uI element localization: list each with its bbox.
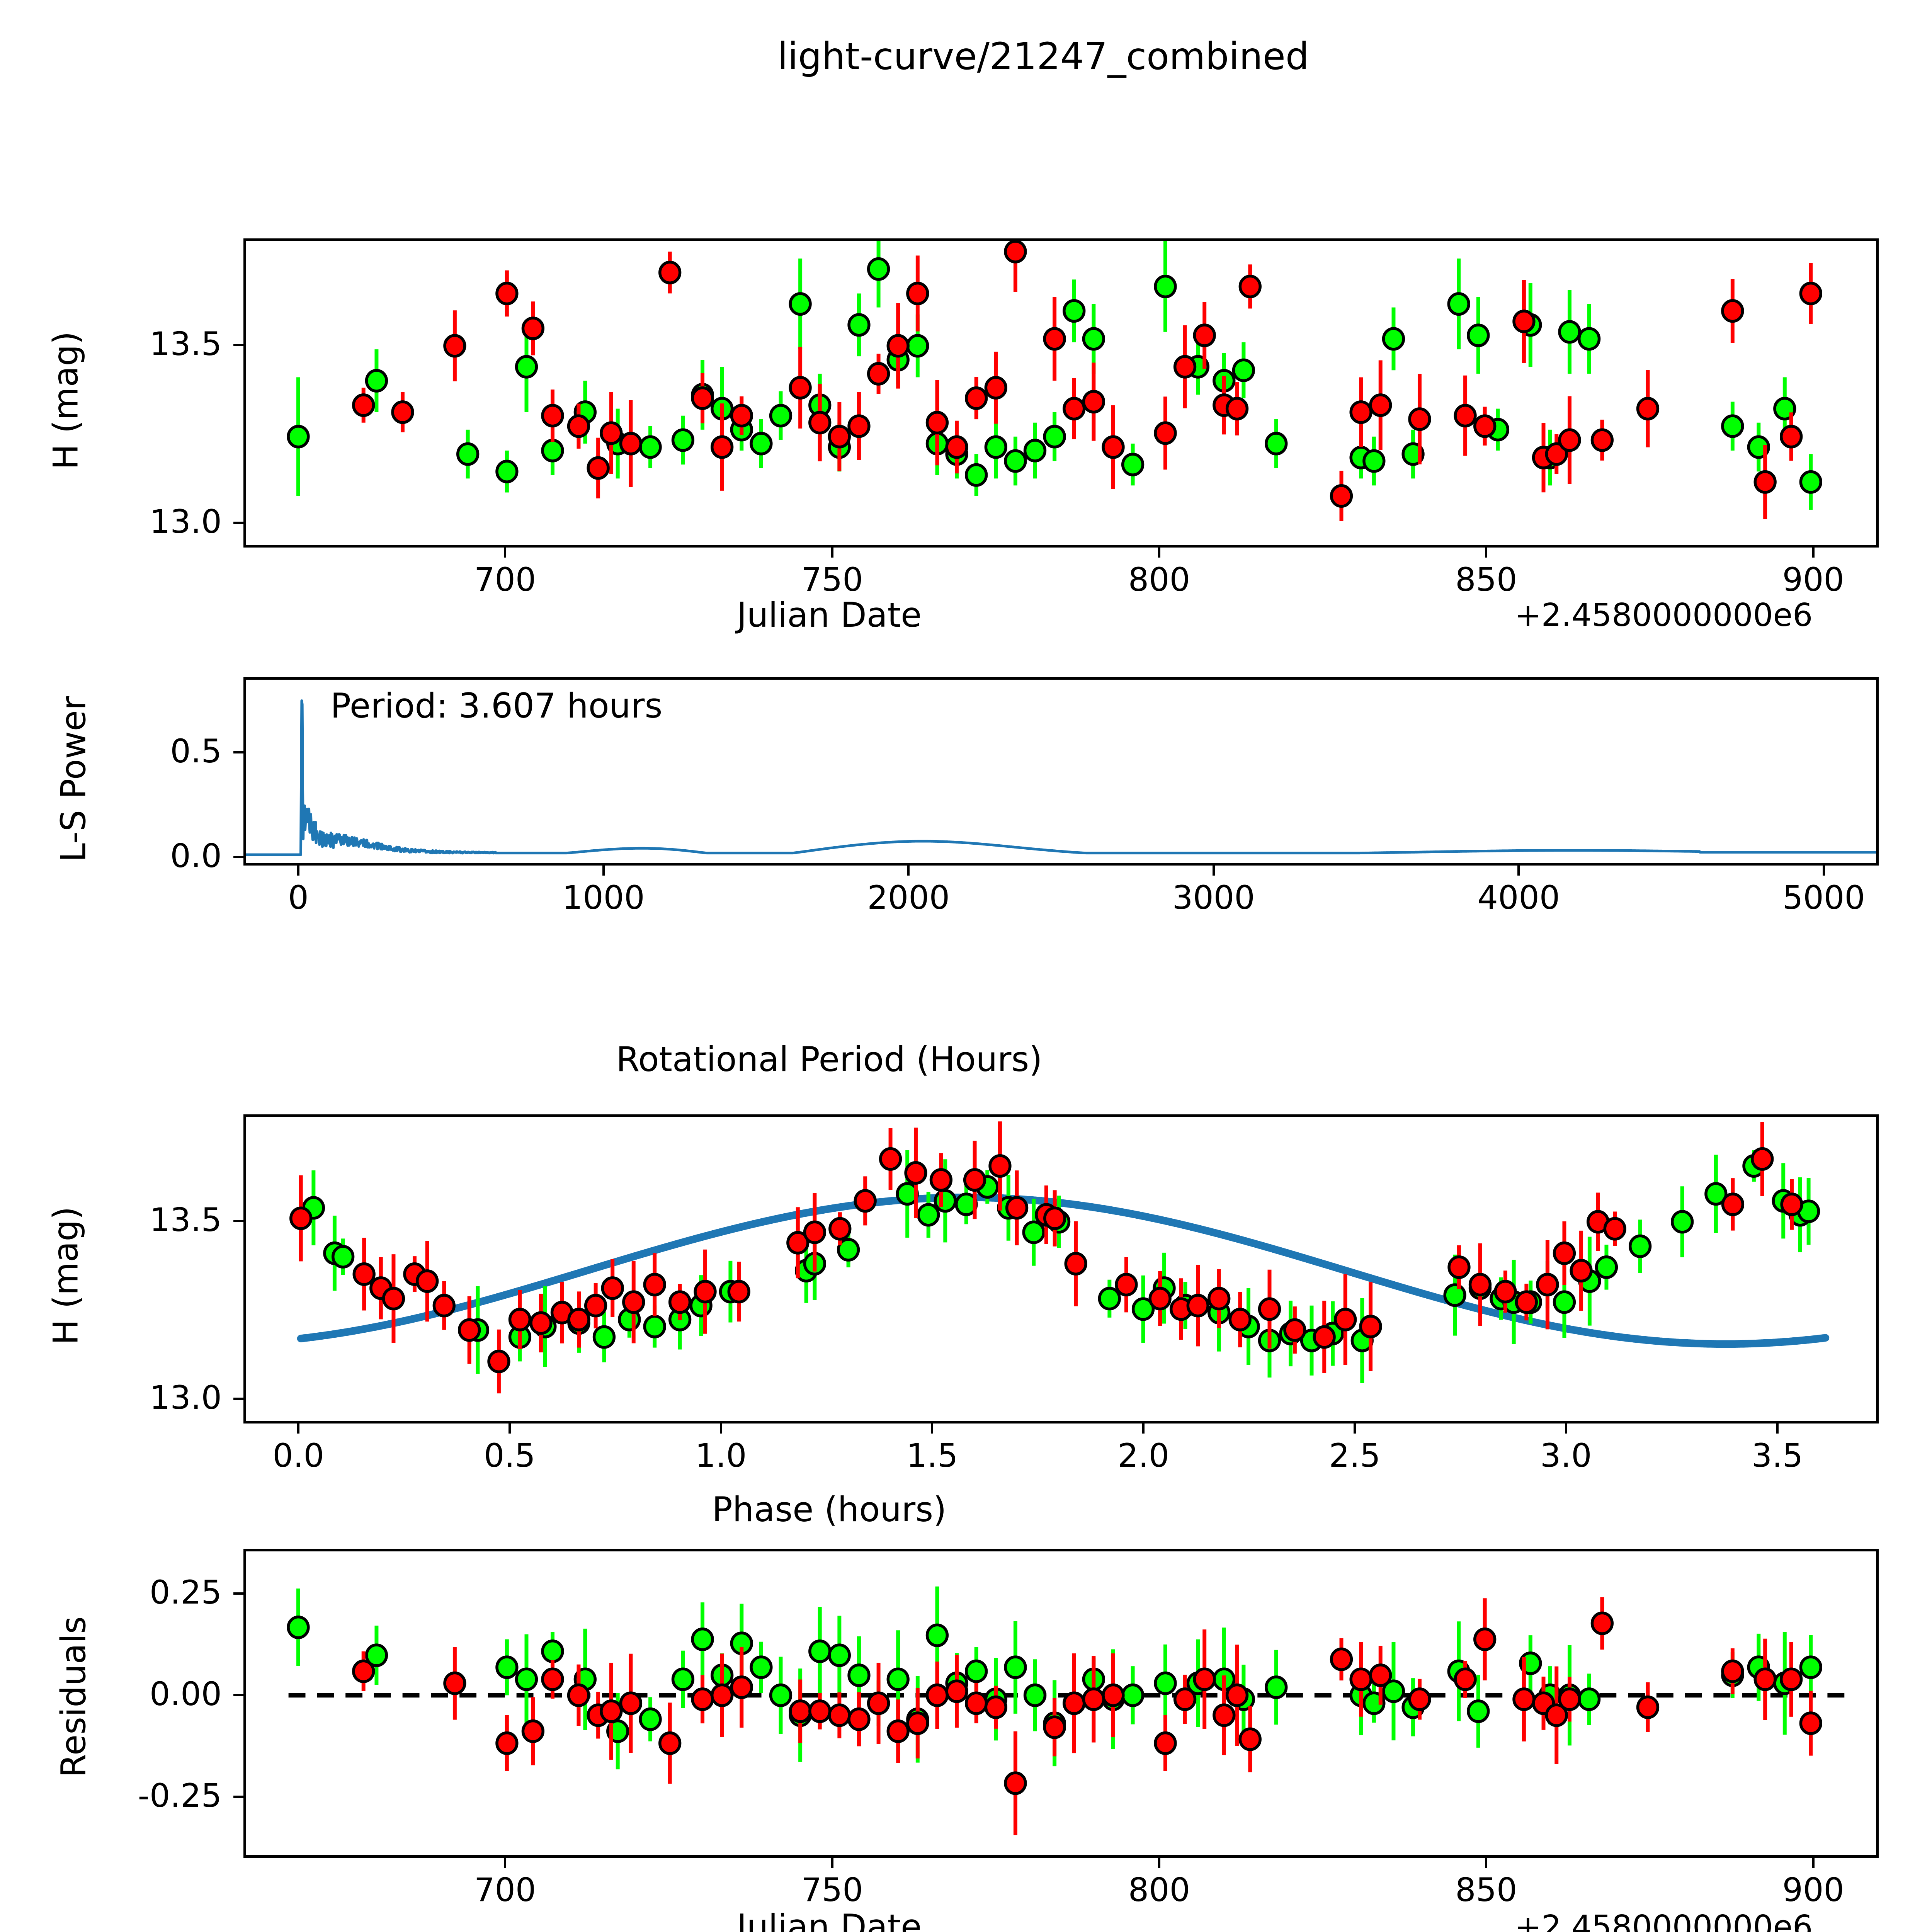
p1-ytick-mark — [233, 521, 243, 524]
p1-xtick-label: 900 — [1782, 561, 1844, 599]
p3-xtick-label: 2.5 — [1329, 1437, 1381, 1475]
phase-folded-panel — [243, 1114, 1879, 1423]
p3-ytick-label: 13.5 — [149, 1201, 222, 1239]
residuals-plot-area — [287, 1586, 1855, 1835]
p1-xtick-label: 800 — [1128, 561, 1190, 599]
p2-ytick-label: 0.5 — [170, 732, 222, 770]
p3-xtick-mark — [931, 1423, 934, 1434]
panel2-x-axis-label: Rotational Period (Hours) — [616, 1039, 1043, 1079]
p4-xtick-mark — [1485, 1858, 1488, 1868]
p2-xtick-label: 1000 — [562, 879, 645, 917]
p4-xtick-mark — [1158, 1858, 1160, 1868]
p2-xtick-mark — [907, 866, 910, 876]
p2-ytick-mark — [233, 751, 243, 754]
p4-ytick-label: 0.25 — [149, 1573, 222, 1611]
panel1-x-axis-label: Julian Date — [736, 595, 922, 635]
p3-xtick-label: 1.0 — [695, 1437, 747, 1475]
p2-xtick-label: 2000 — [867, 879, 950, 917]
series-red-filter — [289, 1121, 1803, 1394]
p2-xtick-label: 0 — [288, 879, 309, 917]
p1-ytick-mark — [233, 344, 243, 346]
panel4-x-offset-label: +2.4580000000e6 — [1515, 1909, 1813, 1932]
p4-ytick-label: -0.25 — [138, 1777, 222, 1815]
p2-xtick-label: 5000 — [1782, 879, 1865, 917]
p1-xtick-label: 750 — [801, 561, 863, 599]
p3-xtick-mark — [297, 1423, 300, 1434]
p2-xtick-mark — [1212, 866, 1215, 876]
periodogram-panel — [243, 677, 1879, 866]
p1-ytick-label: 13.5 — [149, 325, 222, 363]
p2-xtick-mark — [297, 866, 300, 876]
time-series-panel — [243, 238, 1879, 548]
p4-xtick-label: 850 — [1455, 1871, 1517, 1909]
panel3-x-axis-label: Phase (hours) — [712, 1490, 947, 1529]
p3-xtick-mark — [1565, 1423, 1567, 1434]
panel4-x-axis-label: Julian Date — [736, 1907, 922, 1932]
p3-xtick-mark — [1142, 1423, 1145, 1434]
p4-xtick-label: 750 — [801, 1871, 863, 1909]
p4-ytick-label: 0.00 — [149, 1675, 222, 1713]
phase-folded-plot-area — [289, 1121, 1830, 1394]
p4-ytick-mark — [233, 1796, 243, 1798]
p2-xtick-label: 3000 — [1172, 879, 1255, 917]
p3-xtick-mark — [1354, 1423, 1356, 1434]
sinusoid-fit-line — [297, 1193, 1830, 1348]
period-annotation: Period: 3.607 hours — [330, 686, 663, 726]
p4-xtick-label: 800 — [1128, 1871, 1190, 1909]
p3-ytick-mark — [233, 1397, 243, 1400]
p2-ytick-label: 0.0 — [170, 837, 222, 875]
p3-xtick-label: 2.0 — [1117, 1437, 1170, 1475]
p1-xtick-mark — [504, 548, 507, 558]
p3-xtick-label: 3.0 — [1540, 1437, 1592, 1475]
p1-xtick-label: 850 — [1455, 561, 1517, 599]
periodogram-plot-area — [246, 699, 1876, 856]
residuals-panel — [243, 1549, 1879, 1858]
p2-xtick-mark — [1822, 866, 1825, 876]
time-series-plot-area — [287, 241, 1822, 521]
p3-ytick-mark — [233, 1219, 243, 1222]
p2-xtick-mark — [1517, 866, 1520, 876]
p3-ytick-label: 13.0 — [149, 1378, 222, 1417]
p3-xtick-label: 1.5 — [906, 1437, 958, 1475]
p3-xtick-mark — [719, 1423, 722, 1434]
p3-xtick-mark — [508, 1423, 511, 1434]
p1-xtick-mark — [1485, 548, 1488, 558]
p4-ytick-mark — [233, 1694, 243, 1696]
p2-xtick-mark — [602, 866, 605, 876]
p3-xtick-label: 0.5 — [484, 1437, 536, 1475]
p1-xtick-mark — [1158, 548, 1160, 558]
p4-xtick-mark — [504, 1858, 507, 1868]
periodogram-line — [246, 699, 1876, 856]
series-red-filter — [352, 241, 1822, 521]
p4-xtick-mark — [1812, 1858, 1815, 1868]
p3-xtick-mark — [1776, 1423, 1779, 1434]
p4-xtick-mark — [831, 1858, 833, 1868]
p4-xtick-label: 700 — [474, 1871, 536, 1909]
p4-ytick-mark — [233, 1592, 243, 1595]
p1-xtick-mark — [831, 548, 833, 558]
p3-xtick-label: 0.0 — [272, 1437, 324, 1475]
p1-xtick-label: 700 — [474, 561, 536, 599]
figure-title: light-curve/21247_combined — [777, 35, 1309, 78]
panel1-x-offset-label: +2.4580000000e6 — [1515, 597, 1813, 634]
p1-xtick-mark — [1812, 548, 1815, 558]
p3-xtick-label: 3.5 — [1751, 1437, 1803, 1475]
p2-ytick-mark — [233, 856, 243, 859]
p4-xtick-label: 900 — [1782, 1871, 1844, 1909]
series-red-filter — [352, 1597, 1822, 1835]
p2-xtick-label: 4000 — [1477, 879, 1560, 917]
p1-ytick-label: 13.0 — [149, 502, 222, 541]
